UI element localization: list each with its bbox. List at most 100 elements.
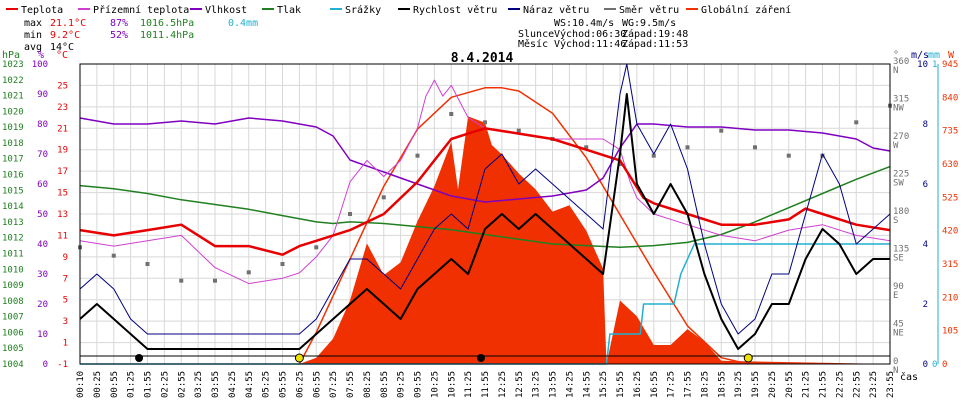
wind-direction-dot	[618, 162, 622, 166]
stat-humidity: 87%	[110, 18, 128, 29]
tick-direction-label: W	[893, 141, 899, 151]
stat-temp: 9.2°C	[50, 30, 80, 41]
tick-radiation: 210	[942, 293, 958, 303]
tick-humidity: 90	[37, 90, 48, 100]
wind-direction-dot	[719, 128, 724, 133]
tick-direction: 360	[893, 57, 909, 67]
wind-direction-dot	[685, 145, 690, 150]
info-block: WS:10.4m/s WG:9.5m/s Slunce Východ:06:30Záp…	[518, 18, 688, 50]
tick-time: 07:55	[346, 371, 356, 398]
tick-pressure: 1004	[2, 360, 24, 370]
tick-time: 00:10	[76, 371, 86, 398]
tick-radiation: 525	[942, 193, 958, 203]
chart-title: 8.4.2014	[451, 51, 514, 66]
tick-radiation: 630	[942, 160, 958, 170]
stat-pressure: 1011.4hPa	[140, 30, 194, 41]
tick-radiation: 315	[942, 260, 958, 270]
axes: hPa1004100510061007100810091010101110121…	[2, 50, 958, 398]
tick-direction-label: N	[893, 66, 898, 76]
tick-rain: 0	[932, 360, 937, 370]
tick-pressure: 1022	[2, 76, 24, 86]
tick-time: 00:25	[93, 371, 103, 398]
tick-time: 23:25	[869, 371, 879, 398]
tick-time: 22:25	[835, 371, 845, 398]
tick-time: 12:55	[515, 371, 525, 398]
tick-pressure: 1008	[2, 297, 24, 307]
tick-pressure: 1013	[2, 218, 24, 228]
moonrise-marker	[135, 354, 144, 362]
info-sun-label: Slunce	[518, 29, 554, 40]
series-ground-temp	[79, 79, 891, 285]
stat-rain: 0.4mm	[228, 18, 258, 29]
tick-pressure: 1009	[2, 281, 24, 291]
tick-time: 17:55	[684, 371, 694, 398]
info-moon-set: Západ:11:53	[622, 38, 688, 50]
tick-direction: 180	[893, 207, 909, 217]
tick-direction-label: E	[893, 291, 898, 301]
tick-humidity: 80	[37, 120, 48, 130]
tick-radiation: 105	[942, 327, 958, 337]
tick-temperature: 13	[57, 210, 68, 220]
tick-time: 05:55	[279, 371, 289, 398]
tick-humidity: 100	[32, 60, 48, 70]
tick-pressure: 1020	[2, 107, 24, 117]
tick-temperature: 1	[63, 339, 68, 349]
axis-unit-pressure: hPa	[2, 50, 20, 61]
series-wind-gust	[79, 63, 891, 335]
tick-wind: 8	[923, 120, 928, 130]
wind-direction-dot	[584, 145, 589, 150]
tick-pressure: 1005	[2, 344, 24, 354]
sunrise-marker	[294, 353, 304, 363]
legend-label: Tlak	[277, 5, 301, 16]
axis-unit-humidity: %	[38, 50, 44, 61]
tick-direction-label: SW	[893, 179, 904, 189]
tick-pressure: 1007	[2, 313, 24, 323]
tick-temperature: 21	[57, 124, 68, 134]
tick-direction: 315	[893, 95, 909, 105]
tick-direction-label: S	[893, 216, 898, 226]
tick-pressure: 1018	[2, 139, 24, 149]
info-ws: WS:10.4m/s	[554, 18, 614, 29]
tick-radiation: 840	[942, 93, 958, 103]
wind-direction-dot	[111, 253, 116, 258]
tick-wind: 2	[923, 300, 928, 310]
tick-pressure: 1011	[2, 249, 24, 259]
tick-time: 21:25	[802, 371, 812, 398]
info-moon-label: Měsíc	[518, 38, 548, 50]
tick-temperature: 3	[63, 317, 68, 327]
tick-pressure: 1019	[2, 123, 24, 133]
tick-wind: 4	[923, 240, 928, 250]
wind-direction-dot	[179, 278, 184, 283]
tick-wind: 10	[917, 60, 928, 70]
legend-label: Vlhkost	[205, 5, 247, 16]
axis-unit-rain: mm	[928, 50, 940, 61]
tick-time: 15:55	[616, 371, 626, 398]
legend-label: Náraz větru	[523, 4, 589, 16]
tick-direction: 135	[893, 245, 909, 255]
wind-direction-dot	[348, 212, 352, 216]
tick-pressure: 1023	[2, 60, 24, 70]
tick-direction-label: NE	[893, 329, 904, 339]
tick-humidity: 60	[37, 180, 48, 190]
tick-temperature: 9	[63, 253, 68, 263]
tick-temperature: 11	[57, 231, 68, 241]
tick-time: 02:55	[177, 371, 187, 398]
tick-pressure: 1015	[2, 186, 24, 196]
stat-label: min	[24, 30, 42, 41]
plot-frame	[79, 63, 891, 365]
axis-unit-wind: m/s	[911, 50, 929, 61]
tick-time: 01:25	[127, 371, 137, 398]
sunset-marker	[743, 353, 753, 363]
tick-direction: 90	[893, 282, 904, 292]
tick-pressure: 1010	[2, 265, 24, 275]
tick-temperature: 25	[57, 81, 68, 91]
tick-direction-label: NW	[893, 104, 904, 114]
tick-pressure: 1016	[2, 171, 24, 181]
tick-time: 20:55	[785, 371, 795, 398]
series-radiation-area	[80, 116, 890, 365]
tick-direction: 0	[893, 357, 898, 367]
tick-time: 00:55	[110, 371, 120, 398]
plot-area	[78, 63, 892, 365]
tick-temperature: -1	[57, 360, 68, 370]
